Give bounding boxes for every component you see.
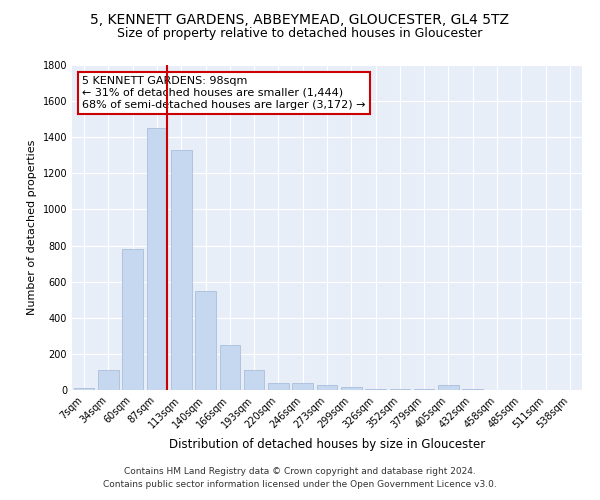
Bar	[389, 389, 410, 390]
Text: Contains HM Land Registry data © Crown copyright and database right 2024.: Contains HM Land Registry data © Crown c…	[124, 467, 476, 476]
Text: Contains public sector information licensed under the Open Government Licence v3: Contains public sector information licen…	[103, 480, 497, 489]
Bar	[244, 370, 265, 390]
Text: Size of property relative to detached houses in Gloucester: Size of property relative to detached ho…	[118, 28, 482, 40]
Bar	[98, 370, 119, 390]
Bar	[74, 388, 94, 390]
X-axis label: Distribution of detached houses by size in Gloucester: Distribution of detached houses by size …	[169, 438, 485, 451]
Bar	[220, 345, 240, 390]
Text: 5 KENNETT GARDENS: 98sqm
← 31% of detached houses are smaller (1,444)
68% of sem: 5 KENNETT GARDENS: 98sqm ← 31% of detach…	[82, 76, 366, 110]
Bar	[292, 383, 313, 390]
Bar	[171, 150, 191, 390]
Bar	[341, 388, 362, 390]
Bar	[195, 290, 216, 390]
Y-axis label: Number of detached properties: Number of detached properties	[27, 140, 37, 315]
Bar	[438, 384, 459, 390]
Bar	[146, 128, 167, 390]
Text: 5, KENNETT GARDENS, ABBEYMEAD, GLOUCESTER, GL4 5TZ: 5, KENNETT GARDENS, ABBEYMEAD, GLOUCESTE…	[91, 12, 509, 26]
Bar	[317, 386, 337, 390]
Bar	[122, 249, 143, 390]
Bar	[365, 388, 386, 390]
Bar	[268, 383, 289, 390]
